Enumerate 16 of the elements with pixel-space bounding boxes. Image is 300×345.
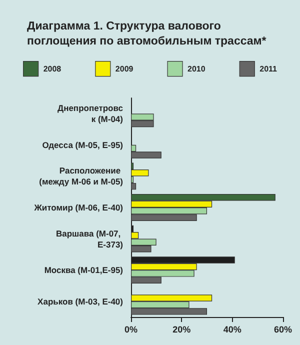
legend-label: 2010 <box>188 64 206 74</box>
legend-label: 2008 <box>43 64 62 74</box>
legend-label: 2009 <box>115 64 134 74</box>
y-tick-label: Москва (М-01,Е-95) <box>44 265 124 276</box>
x-tick-label: 20% <box>172 324 191 334</box>
y-tick-label: Одесса (М-05, Е-95) <box>42 140 124 150</box>
x-tick-label: 0% <box>124 324 138 334</box>
x-tick-label: 60% <box>274 324 292 334</box>
y-tick-label: Расположение (между М-06 и М-05) <box>39 166 124 187</box>
chart-title: Диаграмма 1. Структура валового поглощения по автомобильным трассам* <box>27 20 267 48</box>
y-tick-label: Днепропетровск (М-04) <box>58 103 124 124</box>
y-tick-label: Харьков (М-03, Е-40) <box>38 296 124 306</box>
y-tick-label: Житомир (М-06, Е-40) <box>33 202 124 212</box>
x-tick-label: 40% <box>223 324 242 334</box>
y-tick-label: Варшава (М-07, Е-373) <box>56 228 124 250</box>
legend-label: 2011 <box>260 64 278 74</box>
